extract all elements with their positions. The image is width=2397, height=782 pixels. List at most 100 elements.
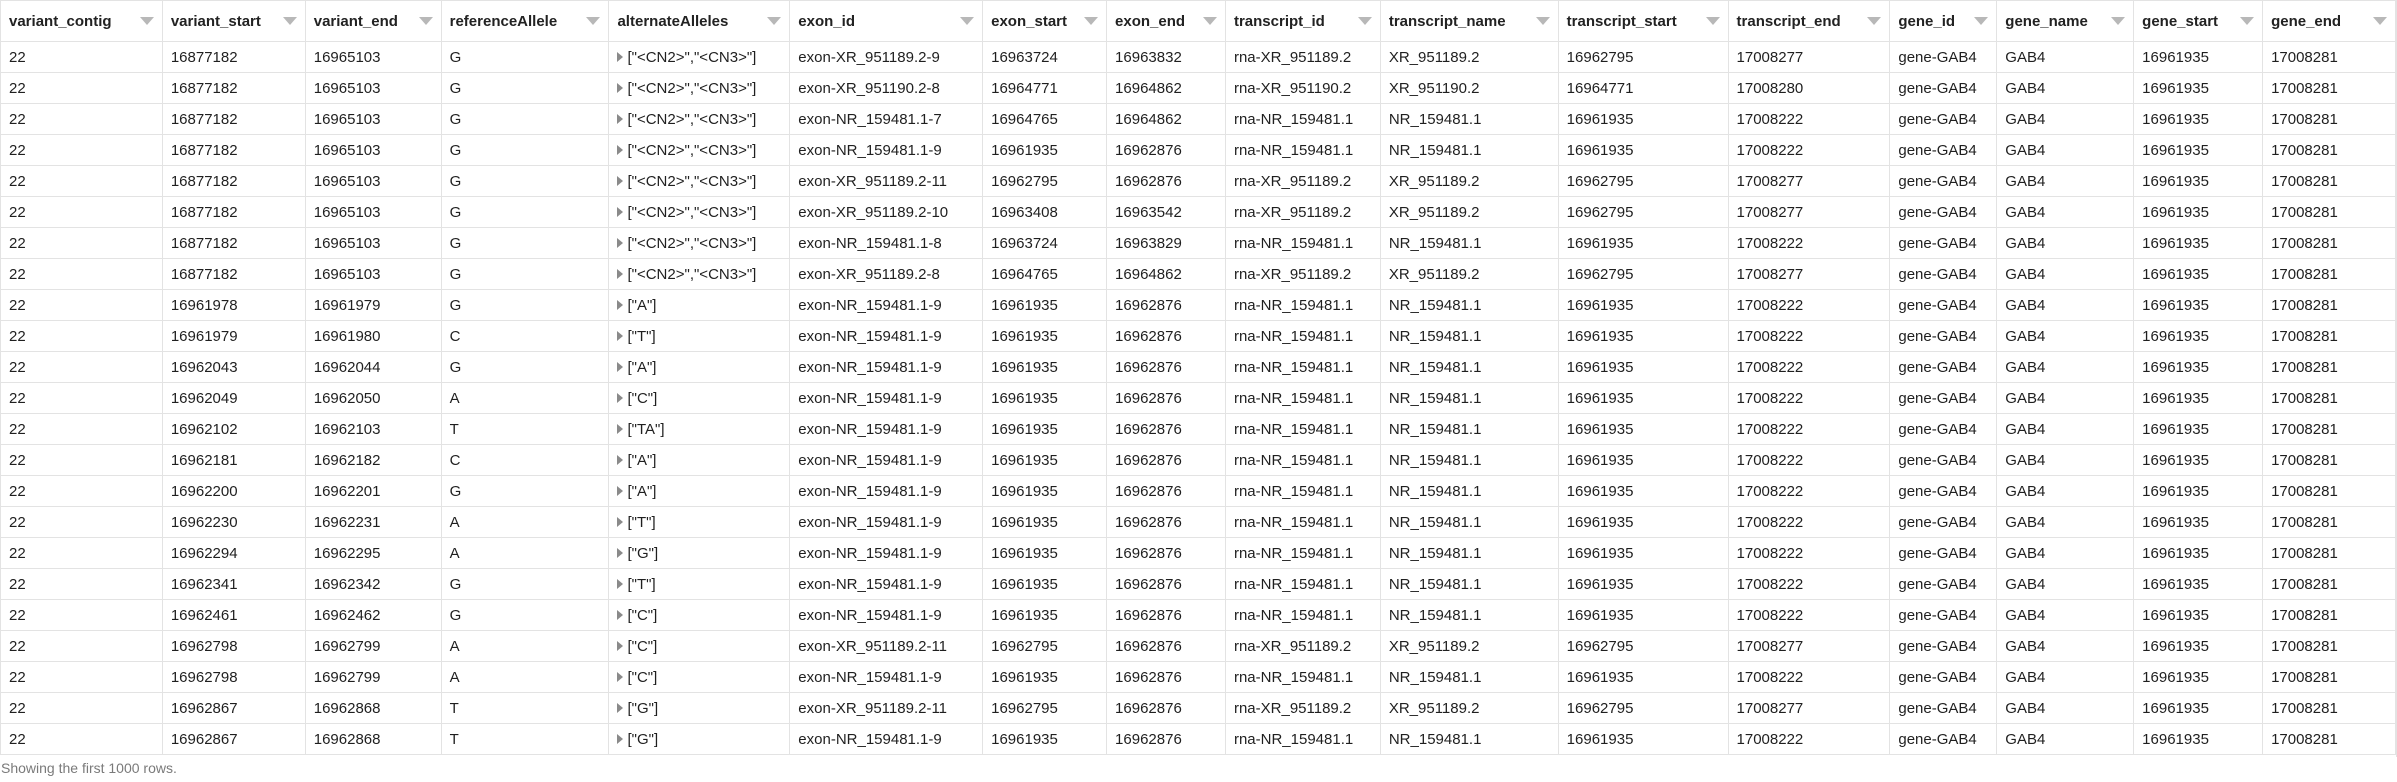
column-header-content: referenceAllele <box>450 13 601 30</box>
cell-gene-name: GAB4 <box>1996 227 2135 259</box>
cell-variant-start: 16877182 <box>161 165 306 197</box>
expand-triangle-icon[interactable] <box>617 175 624 186</box>
sort-caret-icon[interactable] <box>1974 17 1989 25</box>
expand-triangle-icon[interactable] <box>617 51 624 62</box>
column-header-transcript-end[interactable]: transcript_end <box>1727 0 1891 42</box>
cell-variant-end: 16961979 <box>304 289 442 321</box>
sort-caret-icon[interactable] <box>1705 17 1720 25</box>
cell-alternatealleles[interactable]: ["T"] <box>608 506 791 538</box>
cell-variant-contig: 22 <box>0 630 163 662</box>
column-header-variant-contig[interactable]: variant_contig <box>0 0 163 42</box>
sort-caret-icon[interactable] <box>2373 17 2387 25</box>
sort-caret-icon[interactable] <box>2111 17 2126 25</box>
expand-triangle-icon[interactable] <box>617 144 624 155</box>
expand-triangle-icon[interactable] <box>617 392 624 403</box>
sort-caret-icon[interactable] <box>282 17 297 25</box>
cell-gene-start: 16961935 <box>2133 475 2264 507</box>
cell-variant-contig: 22 <box>0 475 163 507</box>
expand-triangle-icon[interactable] <box>617 640 624 651</box>
cell-alternatealleles[interactable]: ["C"] <box>608 599 791 631</box>
column-header-exon-end[interactable]: exon_end <box>1106 0 1226 42</box>
cell-gene-name: GAB4 <box>1996 165 2135 197</box>
column-header-alternatealleles[interactable]: alternateAlleles <box>608 0 791 42</box>
expand-triangle-icon[interactable] <box>617 423 624 434</box>
cell-alternatealleles[interactable]: ["<CN2>","<CN3>"] <box>608 165 791 197</box>
expand-triangle-icon[interactable] <box>617 671 624 682</box>
column-header-transcript-start[interactable]: transcript_start <box>1557 0 1729 42</box>
sort-caret-icon[interactable] <box>139 17 154 25</box>
expand-triangle-icon[interactable] <box>617 361 624 372</box>
column-header-gene-id[interactable]: gene_id <box>1889 0 1998 42</box>
expand-triangle-icon[interactable] <box>617 299 624 310</box>
column-header-gene-end[interactable]: gene_end <box>2262 0 2396 42</box>
column-header-transcript-id[interactable]: transcript_id <box>1224 0 1381 42</box>
cell-alternatealleles[interactable]: ["<CN2>","<CN3>"] <box>608 258 791 290</box>
cell-alternatealleles[interactable]: ["G"] <box>608 692 791 724</box>
cell-alternatealleles[interactable]: ["T"] <box>608 568 791 600</box>
sort-caret-icon[interactable] <box>586 17 601 25</box>
cell-gene-name: GAB4 <box>1996 134 2135 166</box>
sort-caret-icon[interactable] <box>767 17 782 25</box>
cell-alternatealleles[interactable]: ["C"] <box>608 630 791 662</box>
column-header-gene-name[interactable]: gene_name <box>1996 0 2135 42</box>
cell-alternatealleles[interactable]: ["A"] <box>608 444 791 476</box>
cell-transcript-start: 16962795 <box>1557 41 1729 73</box>
column-header-variant-end[interactable]: variant_end <box>304 0 442 42</box>
expand-triangle-icon[interactable] <box>617 702 624 713</box>
cell-exon-id: exon-XR_951189.2-11 <box>789 165 984 197</box>
cell-alternatealleles[interactable]: ["TA"] <box>608 413 791 445</box>
expand-triangle-icon[interactable] <box>617 609 624 620</box>
column-header-referenceallele[interactable]: referenceAllele <box>440 0 610 42</box>
sort-caret-icon[interactable] <box>418 17 433 25</box>
column-header-label: transcript_end <box>1736 12 1841 30</box>
cell-variant-end: 16962050 <box>304 382 442 414</box>
cell-transcript-end: 17008222 <box>1727 661 1891 693</box>
cell-transcript-name: XR_951189.2 <box>1379 258 1559 290</box>
sort-caret-icon[interactable] <box>1357 17 1372 25</box>
expand-triangle-icon[interactable] <box>617 578 624 589</box>
cell-alternatealleles[interactable]: ["<CN2>","<CN3>"] <box>608 72 791 104</box>
cell-alternatealleles[interactable]: ["<CN2>","<CN3>"] <box>608 41 791 73</box>
expand-triangle-icon[interactable] <box>617 268 624 279</box>
expand-triangle-icon[interactable] <box>617 237 624 248</box>
expand-triangle-icon[interactable] <box>617 733 624 744</box>
expand-triangle-icon[interactable] <box>617 82 624 93</box>
expand-triangle-icon[interactable] <box>617 113 624 124</box>
expand-triangle-icon[interactable] <box>617 206 624 217</box>
expand-triangle-icon[interactable] <box>617 454 624 465</box>
cell-transcript-name: XR_951189.2 <box>1379 41 1559 73</box>
column-header-exon-id[interactable]: exon_id <box>789 0 984 42</box>
sort-caret-icon[interactable] <box>1535 17 1550 25</box>
column-header-exon-start[interactable]: exon_start <box>982 0 1108 42</box>
cell-alternatealleles[interactable]: ["<CN2>","<CN3>"] <box>608 196 791 228</box>
sort-caret-icon[interactable] <box>2240 17 2255 25</box>
sort-caret-icon[interactable] <box>1202 17 1217 25</box>
sort-caret-icon[interactable] <box>960 17 975 25</box>
cell-gene-end: 17008281 <box>2262 723 2396 755</box>
cell-alternatealleles[interactable]: ["<CN2>","<CN3>"] <box>608 103 791 135</box>
expand-triangle-icon[interactable] <box>617 547 624 558</box>
cell-exon-start: 16961935 <box>982 444 1108 476</box>
cell-alternatealleles[interactable]: ["T"] <box>608 320 791 352</box>
cell-alternatealleles[interactable]: ["C"] <box>608 661 791 693</box>
cell-alternatealleles[interactable]: ["A"] <box>608 289 791 321</box>
cell-transcript-name: NR_159481.1 <box>1379 413 1559 445</box>
expand-triangle-icon[interactable] <box>617 516 624 527</box>
cell-alternatealleles[interactable]: ["A"] <box>608 351 791 383</box>
cell-alternatealleles[interactable]: ["<CN2>","<CN3>"] <box>608 134 791 166</box>
sort-caret-icon[interactable] <box>1084 17 1099 25</box>
expand-triangle-icon[interactable] <box>617 485 624 496</box>
column-header-variant-start[interactable]: variant_start <box>161 0 306 42</box>
cell-alternatealleles[interactable]: ["C"] <box>608 382 791 414</box>
cell-transcript-start: 16961935 <box>1557 320 1729 352</box>
expand-triangle-icon[interactable] <box>617 330 624 341</box>
column-header-transcript-name[interactable]: transcript_name <box>1379 0 1559 42</box>
cell-alternatealleles[interactable]: ["A"] <box>608 475 791 507</box>
column-header-gene-start[interactable]: gene_start <box>2133 0 2264 42</box>
sort-caret-icon[interactable] <box>1867 17 1882 25</box>
cell-alternatealleles[interactable]: ["G"] <box>608 537 791 569</box>
cell-alternatealleles[interactable]: ["<CN2>","<CN3>"] <box>608 227 791 259</box>
cell-alternatealleles[interactable]: ["G"] <box>608 723 791 755</box>
cell-gene-end: 17008281 <box>2262 599 2396 631</box>
cell-variant-start: 16962867 <box>161 692 306 724</box>
